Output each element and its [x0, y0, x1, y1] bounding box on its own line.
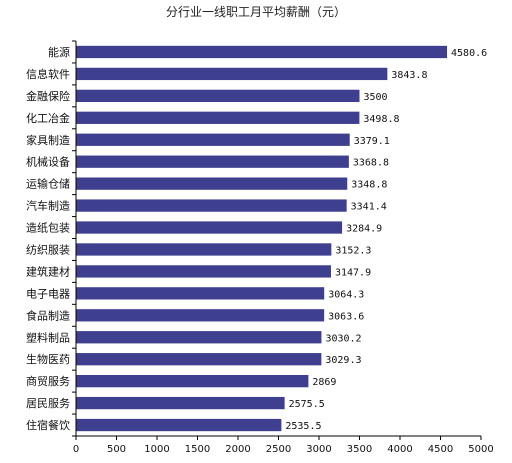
- x-tick-label: 1000: [144, 444, 169, 455]
- value-label: 3147.9: [335, 267, 371, 278]
- value-label: 2535.5: [285, 421, 321, 432]
- value-label: 3843.8: [391, 70, 427, 81]
- x-tick-label: 2000: [225, 444, 250, 455]
- x-tick-label: 2500: [266, 444, 291, 455]
- bar: [76, 331, 322, 344]
- value-label: 3284.9: [346, 224, 382, 235]
- x-tick-label: 3500: [347, 444, 372, 455]
- value-label: 3498.8: [363, 114, 399, 125]
- category-label: 运输仓储: [26, 177, 70, 191]
- bar: [76, 353, 322, 366]
- bar: [76, 177, 348, 190]
- bar: [76, 243, 332, 256]
- bar: [76, 199, 347, 212]
- value-label: 3379.1: [354, 136, 390, 147]
- category-label: 化工冶金: [26, 111, 70, 125]
- category-label: 能源: [48, 45, 70, 59]
- x-tick-label: 3000: [306, 444, 331, 455]
- axes-group: 0 500 1000 1500 2000 2500 3000 3500 4000 4500 5000…: [26, 40, 494, 455]
- x-tick-label: 4000: [387, 444, 412, 455]
- bar: [76, 309, 325, 322]
- bar: [76, 89, 360, 103]
- category-label: 金融保险: [26, 89, 70, 103]
- bar: [76, 67, 388, 81]
- value-label: 4580.6: [451, 48, 487, 59]
- value-label: 3029.3: [325, 355, 361, 366]
- bar: [76, 155, 349, 168]
- x-tick-label: 500: [107, 444, 126, 455]
- x-tick-label: 0: [73, 444, 79, 455]
- value-label: 3064.3: [328, 289, 364, 300]
- category-label: 汽车制造: [26, 199, 70, 213]
- category-label: 塑料制品: [26, 330, 70, 344]
- bar: [76, 287, 325, 300]
- value-label: 3500: [364, 92, 388, 103]
- bar: [76, 45, 448, 59]
- bar: [76, 418, 282, 432]
- bar: [76, 133, 350, 146]
- category-label: 电子电器: [26, 287, 70, 300]
- category-label: 信息软件: [26, 67, 70, 81]
- category-label: 商贸服务: [26, 374, 70, 388]
- category-label: 居民服务: [26, 397, 70, 410]
- value-label: 3368.8: [353, 158, 389, 169]
- value-label: 3341.4: [351, 202, 387, 213]
- x-tick-label: 5000: [468, 444, 493, 455]
- bar: [76, 265, 331, 278]
- category-label: 住宿餐饮: [26, 418, 70, 432]
- category-label: 生物医药: [26, 352, 70, 366]
- category-label: 机械设备: [26, 155, 70, 169]
- bar: [76, 396, 285, 410]
- bar: [76, 111, 360, 124]
- value-label: 2575.5: [289, 399, 325, 410]
- x-tick-label: 1500: [185, 444, 210, 455]
- bar: [76, 221, 343, 234]
- value-label: 3030.2: [325, 333, 361, 344]
- category-label: 造纸包装: [26, 221, 70, 235]
- chart-title: 分行业一线职工月平均薪酬（元）: [166, 5, 346, 19]
- x-tick-label: 4500: [428, 444, 453, 455]
- bar: [76, 374, 309, 388]
- category-label: 纺织服装: [26, 242, 70, 256]
- value-label: 3152.3: [335, 245, 371, 256]
- value-label: 2869: [312, 377, 336, 388]
- category-label: 家具制造: [26, 133, 70, 147]
- value-label: 3063.6: [328, 311, 364, 322]
- category-label: 食品制造: [26, 308, 70, 322]
- category-label: 建筑建材: [26, 264, 70, 278]
- value-label: 3348.8: [351, 180, 387, 191]
